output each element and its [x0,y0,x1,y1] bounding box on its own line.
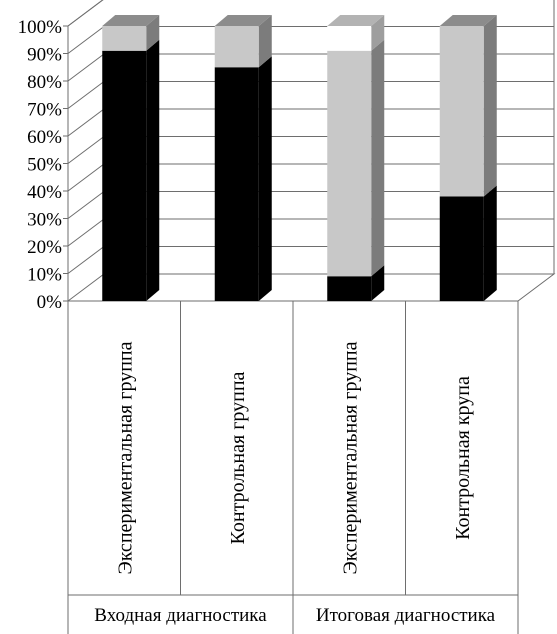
y-tick-label: 70% [27,100,62,121]
bar-segment-side [371,39,385,277]
bar-segment [102,26,147,51]
bar-segment [327,50,372,277]
bar-segment-side [371,265,385,301]
group-label: Итоговая диагностика [316,605,496,626]
bar-top [214,15,272,26]
bar-top [327,15,385,26]
bar-segment [327,26,372,51]
y-tick-label: 80% [27,72,62,93]
y-tick-label: 40% [27,182,62,203]
y-tick-label: 30% [27,210,62,231]
bars [102,15,497,301]
bar-segment-side [258,15,272,68]
bar-top [102,15,160,26]
bar-segment-side [483,15,497,197]
bar-segment [439,196,484,301]
y-axis: 0% 10% 20% 30% 40% 50% 60% 70% 80% 90% 100% [18,17,68,313]
bar-segment-side [258,56,272,301]
category-label: Экспериментальная группа [339,341,361,574]
y-tick-label: 90% [27,45,62,66]
y-tick-label: 10% [27,265,62,286]
group-label: Входная диагностика [94,605,267,626]
bar-segment [327,276,372,301]
category-label: Экспериментальная группа [114,341,136,574]
bar-segment [439,26,484,197]
bar-segment [102,50,147,301]
bar-top [439,15,497,26]
y-tick-label: 0% [37,292,63,313]
category-label: Контрольная крупа [452,376,474,540]
bar-segment [214,26,259,68]
y-tick-label: 60% [27,127,62,148]
bar-segment [214,67,259,301]
y-tick-label: 50% [27,155,62,176]
category-label: Контрольная группа [227,371,249,544]
bar-segment-side [371,15,385,51]
gridline [67,0,104,27]
category-table: Экспериментальная группа Контрольная груп… [67,301,519,634]
bar-segment-side [483,185,497,301]
y-tick-label: 100% [18,17,63,38]
bar-segment-side [146,39,160,301]
bar-segment-side [146,15,160,51]
y-tick-label: 20% [27,237,62,258]
